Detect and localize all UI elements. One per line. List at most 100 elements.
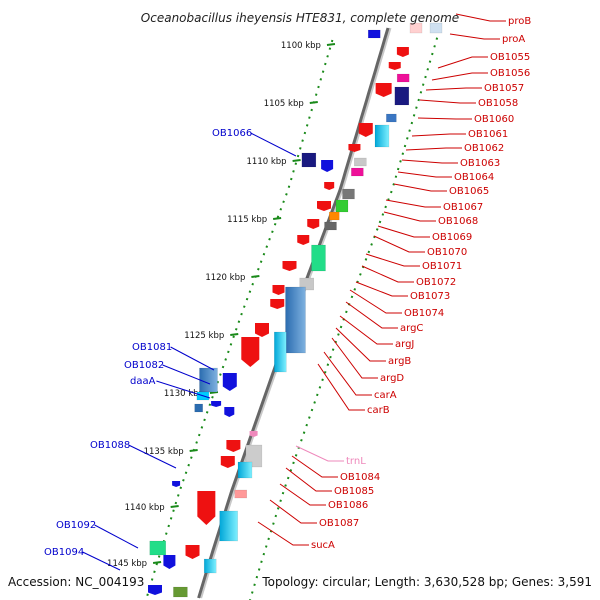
gene-label-trnl: trnL (346, 456, 366, 467)
label-leader-line (377, 225, 430, 238)
gene-block (301, 152, 317, 168)
scale-tick-mark (152, 561, 162, 564)
label-leader-line (279, 483, 326, 506)
scale-tick-mark (326, 43, 336, 46)
gene-block (194, 403, 203, 413)
gene-block (237, 461, 253, 479)
gene-label-suca: sucA (311, 540, 335, 551)
scale-tick-mark (209, 391, 219, 394)
gene-arrow (148, 585, 162, 595)
gene-block (396, 73, 410, 83)
gene-label-ob1068: OB1068 (438, 216, 478, 227)
gene-block (351, 167, 364, 177)
gene-arrow (172, 481, 181, 487)
gene-block (394, 86, 410, 106)
label-leader-line (257, 521, 309, 546)
scale-tick-label: 1125 kbp (184, 331, 224, 341)
gene-label-ob1060: OB1060 (474, 114, 514, 125)
gene-arrow (358, 123, 373, 137)
scale-tick-mark (170, 505, 179, 508)
label-leader-line (331, 337, 378, 379)
label-leader-line (82, 551, 121, 571)
gene-arrow (348, 144, 361, 152)
label-leader-line (401, 159, 458, 164)
gene-block (342, 188, 355, 200)
gene-arrow (321, 160, 334, 172)
gene-label-ob1087: OB1087 (319, 518, 359, 529)
label-leader-line (162, 364, 211, 385)
gene-label-ob1064: OB1064 (454, 172, 494, 183)
scale-tick-mark (273, 217, 282, 220)
gene-block (335, 199, 349, 213)
gene-block (354, 157, 367, 167)
accession-text: Accession: NC_004193 (8, 575, 144, 589)
gene-block (274, 331, 287, 373)
gene-label-ob1081: OB1081 (132, 342, 172, 353)
gene-block (199, 367, 218, 393)
scale-tick-label: 1135 kbp (144, 447, 184, 457)
label-leader-line (285, 467, 332, 492)
gene-label-ob1055: OB1055 (490, 52, 530, 63)
label-leader-line (323, 351, 372, 396)
scale-tick-label: 1110 kbp (247, 157, 287, 167)
gene-arrow (255, 323, 269, 337)
gene-label-ob1082: OB1082 (124, 360, 164, 371)
label-leader-line (449, 33, 500, 40)
scale-tick-label: 1105 kbp (264, 99, 304, 109)
gene-label-ob1084: OB1084 (340, 472, 380, 483)
gene-label-ob1069: OB1069 (432, 232, 472, 243)
label-leader-line (405, 147, 462, 151)
gene-block (409, 22, 423, 34)
gene-label-argb: argB (388, 356, 411, 367)
gene-labels: proB proA OB1055 OB1056 OB1057 OB1058 OB1060 OB… (44, 13, 531, 571)
label-leader-line (339, 315, 393, 345)
gene-block (386, 113, 397, 123)
gene-label-ob1070: OB1070 (427, 247, 467, 258)
gene-label-ob1092: OB1092 (56, 520, 96, 531)
gene-label-argd: argD (380, 373, 404, 384)
gene-arrow (185, 545, 200, 559)
gene-block (311, 244, 326, 272)
gene-label-ob1067: OB1067 (443, 202, 483, 213)
gene-arrow (297, 235, 310, 245)
gene-label-ob1056: OB1056 (490, 68, 530, 79)
label-leader-line (383, 211, 436, 222)
gene-label-carb: carB (367, 405, 390, 416)
gene-block (329, 211, 340, 221)
scale-tick-mark (292, 159, 301, 162)
gene-label-ob1094: OB1094 (44, 547, 84, 558)
gene-label-argj: argJ (395, 339, 414, 350)
gene-arrow (375, 83, 392, 97)
gene-label-ob1085: OB1085 (334, 486, 374, 497)
gene-block (285, 286, 306, 354)
scale-tick-mark (189, 449, 198, 452)
gene-label-cara: carA (374, 390, 397, 401)
scale-tick-label: 1100 kbp (281, 41, 321, 51)
map-title: Oceanobacillus iheyensis HTE831, complet… (141, 11, 459, 25)
label-leader-line (397, 171, 452, 178)
gene-block (367, 29, 381, 39)
gene-block (234, 489, 247, 499)
gene-arrow (324, 182, 335, 190)
scale-tick-label: 1115 kbp (227, 215, 267, 225)
label-leader-line (291, 455, 338, 478)
gene-label-ob1072: OB1072 (416, 277, 456, 288)
gene-arrow (220, 456, 235, 468)
gene-label-prob: proB (508, 16, 531, 27)
gene-arrow (226, 440, 241, 452)
gene-label-argc: argC (400, 323, 423, 334)
gene-block (203, 558, 217, 574)
gene-label-ob1062: OB1062 (464, 143, 504, 154)
label-leader-line (355, 281, 408, 297)
gene-arrow (249, 431, 258, 437)
label-leader-line (345, 301, 398, 329)
gene-arrow (307, 219, 320, 229)
gene-label-ob1058: OB1058 (478, 98, 518, 109)
scale-tick-label: 1130 kbp (164, 389, 204, 399)
scale-tick-mark (251, 275, 260, 278)
gene-block (173, 586, 188, 598)
gene-arrow (282, 261, 297, 271)
gene-label-ob1061: OB1061 (468, 129, 508, 140)
gene-label-ob1066: OB1066 (212, 128, 252, 139)
